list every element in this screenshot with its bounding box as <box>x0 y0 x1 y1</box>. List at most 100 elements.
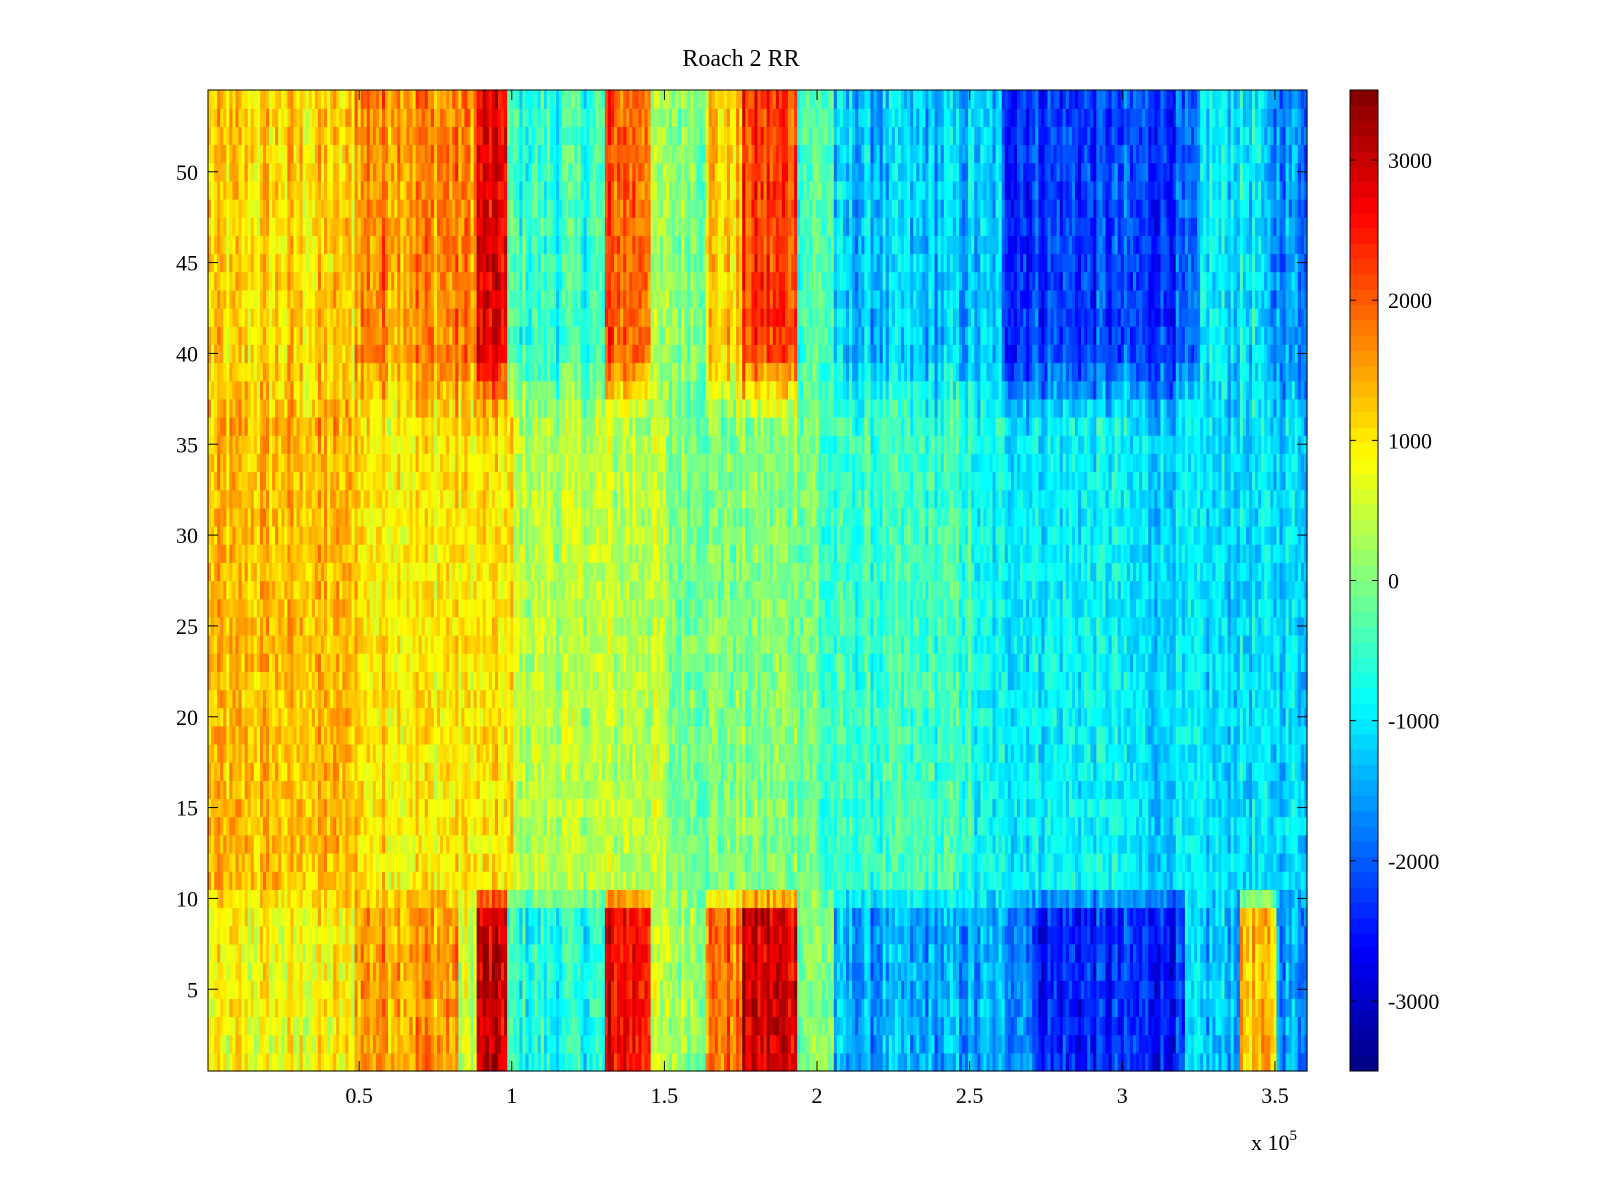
heatmap-cell <box>211 108 215 127</box>
heatmap-cell <box>275 962 279 981</box>
heatmap-cell <box>287 1034 292 1054</box>
heatmap-cell <box>253 253 258 273</box>
heatmap-cell <box>464 271 469 291</box>
heatmap-cell <box>470 580 475 600</box>
heatmap-cell <box>241 834 246 854</box>
heatmap-cell <box>217 126 221 146</box>
heatmap-cell <box>314 871 319 890</box>
heatmap-cell <box>476 943 481 963</box>
heatmap-cell <box>327 725 331 745</box>
heatmap-cell <box>339 199 343 218</box>
heatmap-cell <box>418 544 423 563</box>
heatmap-cell <box>415 980 420 999</box>
heatmap-cell <box>394 943 398 963</box>
heatmap-cell <box>339 780 343 800</box>
heatmap-cell <box>357 180 362 200</box>
heatmap-cell <box>430 326 435 345</box>
heatmap-cell <box>339 635 343 654</box>
heatmap-cell <box>476 453 481 473</box>
heatmap-cell <box>436 507 441 527</box>
heatmap-cell <box>250 90 255 109</box>
heatmap-cell <box>372 199 377 218</box>
heatmap-cell <box>479 998 484 1018</box>
heatmap-cell <box>324 217 328 236</box>
heatmap-cell <box>275 453 279 473</box>
heatmap-cell <box>345 798 350 818</box>
heatmap-cell <box>418 598 423 618</box>
heatmap-cell <box>382 90 386 109</box>
heatmap-cell <box>241 526 246 545</box>
heatmap-cell <box>378 616 383 636</box>
heatmap-cell <box>354 90 359 109</box>
heatmap-cell <box>391 1034 395 1054</box>
heatmap-cell <box>336 1016 340 1036</box>
heatmap-cell <box>217 635 221 654</box>
heatmap-cell <box>430 780 435 800</box>
heatmap-cell <box>262 780 267 800</box>
heatmap-cell <box>348 707 353 727</box>
heatmap-cell <box>232 235 237 255</box>
heatmap-cell <box>400 398 404 418</box>
heatmap-cell <box>241 453 246 473</box>
heatmap-cell <box>385 398 389 418</box>
heatmap-cell <box>256 635 261 654</box>
heatmap-cell <box>241 853 246 872</box>
heatmap-cell <box>430 671 435 691</box>
heatmap-cell <box>241 398 246 418</box>
heatmap-cell <box>336 725 340 745</box>
heatmap-cell <box>308 671 313 691</box>
heatmap-cell <box>418 635 423 654</box>
heatmap-cell <box>342 507 346 527</box>
heatmap-cell <box>330 453 334 473</box>
heatmap-cell <box>427 816 432 836</box>
heatmap-cell <box>211 562 215 582</box>
heatmap-cell <box>241 380 246 400</box>
heatmap-cell <box>314 998 319 1018</box>
heatmap-cell <box>476 635 481 654</box>
heatmap-cell <box>452 162 456 182</box>
heatmap-cell <box>461 199 466 218</box>
heatmap-cell <box>253 126 258 146</box>
heatmap-cell <box>455 435 459 454</box>
heatmap-cell <box>342 762 346 781</box>
heatmap-cell <box>473 90 478 109</box>
heatmap-cell <box>229 144 234 164</box>
heatmap-cell <box>433 526 438 545</box>
heatmap-cell <box>427 834 432 854</box>
heatmap-cell <box>293 1052 298 1072</box>
heatmap-cell <box>394 199 398 218</box>
heatmap-cell <box>262 435 267 454</box>
heatmap-cell <box>449 580 453 600</box>
heatmap-cell <box>220 253 224 273</box>
heatmap-cell <box>482 889 487 909</box>
heatmap-cell <box>253 507 258 527</box>
heatmap-cell <box>461 725 466 745</box>
heatmap-cell <box>369 453 374 473</box>
heatmap-cell <box>427 144 432 164</box>
heatmap-cell <box>229 1052 234 1072</box>
heatmap-cell <box>296 435 301 454</box>
heatmap-cell <box>482 453 487 473</box>
heatmap-cell <box>424 108 429 127</box>
heatmap-cell <box>467 707 472 727</box>
heatmap-cell <box>238 562 243 582</box>
heatmap-cell <box>241 671 246 691</box>
heatmap-cell <box>345 635 350 654</box>
heatmap-cell <box>317 980 322 999</box>
heatmap-cell <box>476 362 481 382</box>
heatmap-cell <box>266 925 270 945</box>
heatmap-cell <box>305 580 310 600</box>
heatmap-cell <box>479 308 484 327</box>
heatmap-cell <box>433 507 438 527</box>
heatmap-cell <box>235 108 240 127</box>
heatmap-cell <box>461 853 466 872</box>
heatmap-cell <box>320 998 325 1018</box>
heatmap-cell <box>336 108 340 127</box>
heatmap-cell <box>436 417 441 436</box>
heatmap-cell <box>229 980 234 999</box>
heatmap-cell <box>217 907 221 927</box>
heatmap-cell <box>458 689 462 709</box>
heatmap-cell <box>235 344 240 364</box>
heatmap-cell <box>250 780 255 800</box>
heatmap-cell <box>485 980 490 999</box>
